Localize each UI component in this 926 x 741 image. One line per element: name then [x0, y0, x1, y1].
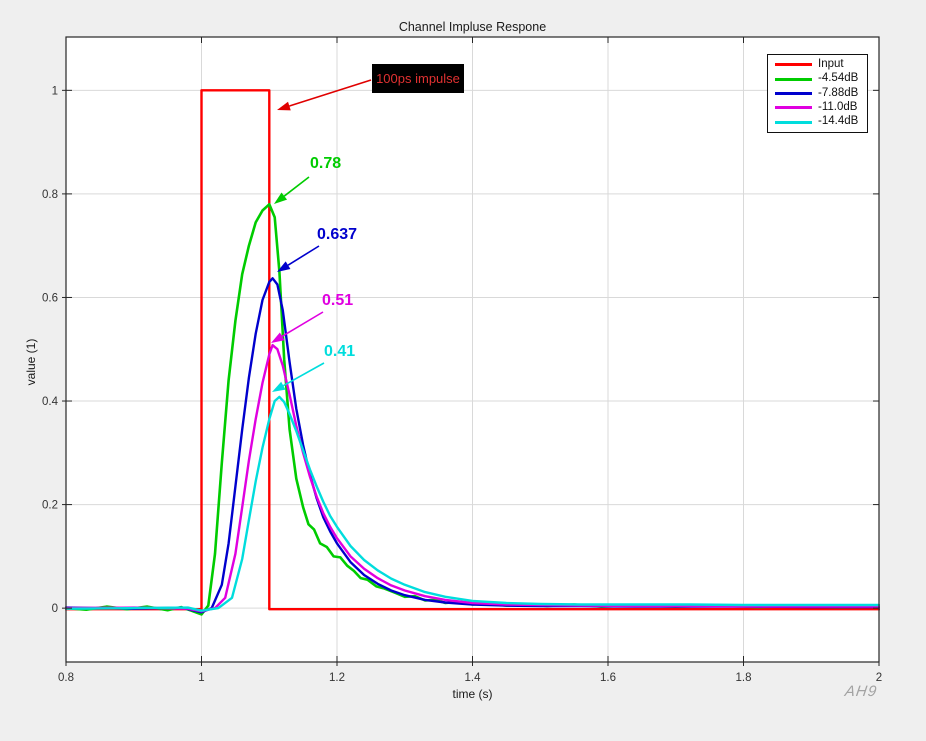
x-tick-label: 1: [198, 672, 204, 684]
annotation-arrow-peak-14-4db: [282, 362, 325, 387]
legend-item-4-54db: -4.54dB: [768, 73, 867, 86]
legend-item-input: Input: [768, 58, 867, 71]
legend-box: Input -4.54dB -7.88dB -11.0dB -14.4dB: [767, 54, 868, 133]
annotation-arrow-impulse-label: [289, 79, 372, 107]
x-tick-label: 1.4: [465, 672, 482, 684]
legend-line-swatch: [775, 77, 812, 81]
annotation-peak-11-0db: 0.51: [322, 292, 354, 309]
x-tick-label: 2: [876, 672, 882, 684]
y-tick-label: 1: [52, 85, 58, 97]
annotation-peak-14-4db: 0.41: [324, 343, 356, 360]
y-tick-label: 0.8: [42, 189, 58, 201]
annotation-peak-4-54db: 0.78: [310, 155, 342, 172]
y-axis-label: value (1): [24, 338, 38, 386]
x-axis-label: time (s): [452, 687, 493, 701]
legend-item-label: -7.88dB: [818, 86, 859, 99]
x-tick-label: 0.8: [58, 672, 74, 684]
legend-line-swatch: [775, 120, 812, 124]
legend-item-label: -11.0dB: [818, 101, 858, 114]
legend-item-label: Input: [818, 58, 844, 71]
legend-item-11-0db: -11.0dB: [768, 101, 867, 114]
annotation-arrowhead-impulse-label: [277, 101, 291, 111]
annotation-arrowhead-peak-4-54db: [274, 192, 288, 204]
x-tick-label: 1.2: [329, 672, 345, 684]
y-tick-label: 0: [52, 603, 58, 615]
y-tick-label: 0.2: [42, 500, 58, 512]
chart-title: Channel Impluse Respone: [398, 20, 547, 34]
x-tick-label: 1.8: [736, 672, 752, 684]
legend-line-swatch: [775, 106, 812, 110]
legend-item-label: -4.54dB: [818, 72, 859, 85]
annotation-arrowhead-peak-14-4db: [272, 381, 286, 392]
series-line-db-14-4: [65, 395, 880, 612]
legend-item-label: -14.4dB: [818, 115, 859, 128]
series-group: [65, 89, 880, 616]
annotation-peak-7-88db: 0.637: [317, 226, 358, 243]
legend-line-swatch: [775, 91, 812, 95]
annotation-impulse-label: 100ps impulse: [372, 64, 464, 93]
annotation-arrow-peak-4-54db: [283, 176, 310, 197]
annotation-arrow-peak-11-0db: [281, 311, 324, 338]
legend-line-swatch: [775, 63, 812, 67]
watermark: AH9: [843, 683, 879, 700]
y-tick-label: 0.4: [42, 396, 59, 408]
annotation-arrowhead-peak-11-0db: [271, 332, 285, 343]
annotation-arrowhead-peak-7-88db: [277, 261, 291, 272]
legend-item-14-4db: -14.4dB: [768, 116, 867, 129]
annotation-arrow-peak-7-88db: [287, 245, 320, 266]
x-tick-label: 1.6: [600, 672, 616, 684]
legend-item-7-88db: -7.88dB: [768, 87, 867, 100]
y-tick-label: 0.6: [42, 292, 58, 304]
